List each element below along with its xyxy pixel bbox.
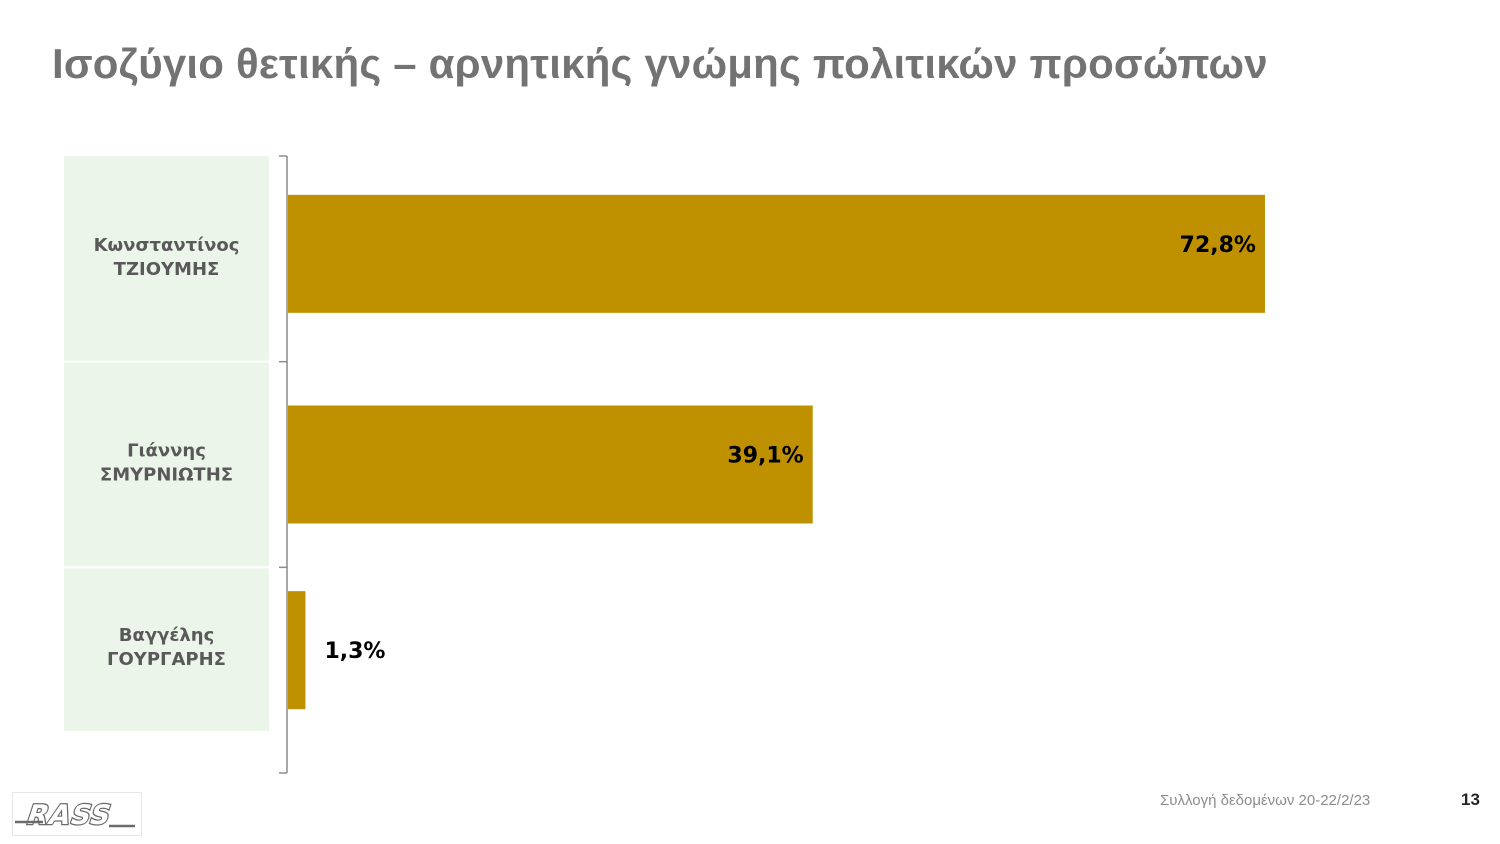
page-title: Ισοζύγιο θετικής – αρνητικής γνώμης πολι…	[52, 40, 1268, 87]
category-label: Γιάννης	[127, 441, 206, 462]
value-label: 1,3%	[324, 639, 385, 664]
bar	[288, 405, 813, 524]
bar	[288, 591, 306, 710]
data-collection-note: Συλλογή δεδομένων 20-22/2/23	[1160, 792, 1371, 809]
category-band	[64, 362, 269, 567]
value-label: 39,1%	[727, 444, 803, 469]
category-label: ΤΖΙΟΥΜΗΣ	[114, 259, 220, 280]
page-number: 13	[1461, 790, 1480, 809]
category-band	[64, 568, 269, 731]
category-label: Βαγγέλης	[119, 625, 215, 646]
category-label: Κωνσταντίνος	[94, 235, 240, 256]
svg-text:RASS: RASS	[23, 799, 117, 831]
value-label: 72,8%	[1180, 233, 1256, 258]
category-label: ΓΟΥΡΓΑΡΗΣ	[107, 649, 226, 670]
category-band	[64, 156, 269, 361]
bar	[288, 194, 1265, 313]
rass-logo-mark: RASS	[15, 797, 135, 832]
category-label: ΣΜΥΡΝΙΩΤΗΣ	[100, 465, 233, 486]
rass-logo: RASS	[12, 792, 142, 836]
